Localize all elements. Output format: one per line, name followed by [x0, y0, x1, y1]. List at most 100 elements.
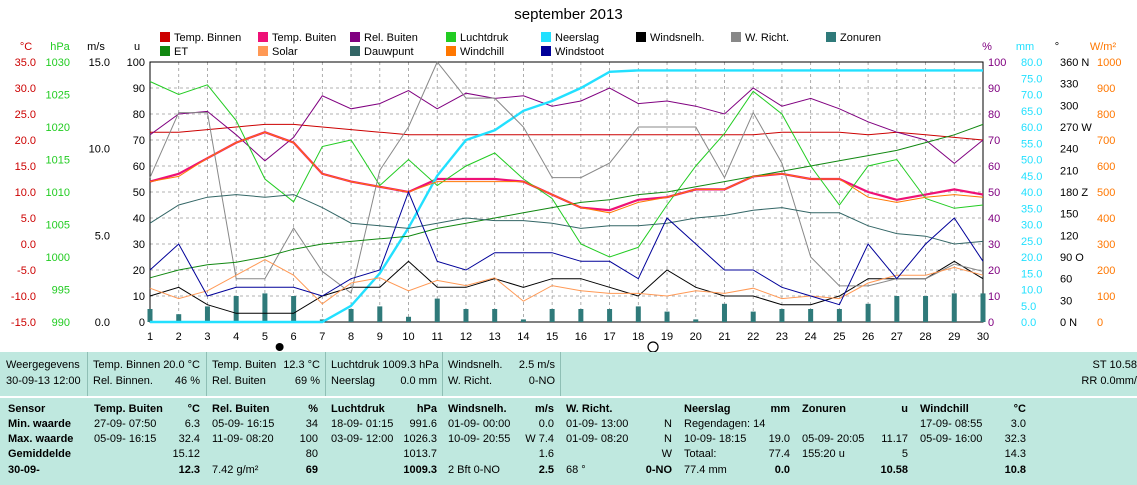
stats-cell-label: 10-09- 18:15: [684, 433, 747, 445]
luchtdruk-status: Luchtdruk 1009.3 hPa: [331, 359, 439, 371]
stats-cell-label: 17-09- 08:55: [920, 418, 983, 430]
tick-pressure: 1015: [46, 155, 70, 167]
neerslag-label: Neerslag: [331, 375, 376, 387]
zonuren-bar: [291, 296, 297, 322]
stats-cell-value: 0.0: [774, 464, 790, 476]
legend-item-windstoot: Windstoot: [541, 46, 604, 58]
stats-cell-value: 14.3: [1004, 448, 1026, 460]
legend-label: Windstoot: [555, 46, 604, 58]
stats-cell-value: 991.6: [409, 418, 437, 430]
tick-temp: -5.0: [17, 265, 36, 277]
full-moon-icon: [647, 341, 659, 352]
series-line-temp-binnen: [150, 123, 984, 141]
stats-col-unit: u: [901, 403, 908, 415]
tick-humidity: 10: [988, 291, 1000, 303]
tick-solar: 600: [1097, 161, 1115, 173]
zonuren-bar: [406, 316, 412, 322]
unit-rain: mm: [1016, 41, 1034, 53]
tick-zon: 30: [133, 239, 145, 251]
tick-zon: 10: [133, 291, 145, 303]
legend-item-et: ET: [160, 46, 188, 58]
tick-zon: 70: [133, 135, 145, 147]
tick-rain: 5.0: [1021, 301, 1036, 313]
zonuren-bar: [147, 309, 153, 322]
rr-value: RR 0.0mm/: [1081, 375, 1137, 387]
stats-cell-value: 100: [299, 433, 318, 445]
legend-label: W. Richt.: [745, 32, 790, 44]
zonuren-bar: [951, 293, 957, 322]
tick-rain: 60.0: [1021, 122, 1042, 134]
zonuren-bar: [463, 309, 469, 322]
x-tick-label: 6: [291, 331, 297, 343]
tick-humidity: 30: [988, 239, 1000, 251]
series-line-w-richt: [149, 61, 984, 294]
stats-cell-label: 77.4 mm: [684, 464, 727, 476]
rel-buiten-value: 69 %: [294, 375, 320, 387]
stats-cell-label: 01-09- 08:20: [566, 433, 629, 445]
tick-direction: 330: [1060, 79, 1078, 91]
stats-col-title: Neerslag: [684, 403, 731, 415]
zonuren-bar: [549, 309, 555, 322]
temp-buiten-label: Temp. Buiten: [212, 359, 277, 371]
tick-humidity: 90: [988, 83, 1000, 95]
x-tick-label: 1: [147, 331, 153, 343]
tick-temp: 30.0: [15, 83, 36, 95]
tick-pressure: 1020: [46, 122, 70, 134]
tick-solar: 900: [1097, 83, 1115, 95]
stats-cell-value: 34: [305, 418, 318, 430]
unit-direction: °: [1055, 41, 1059, 53]
x-tick-label: 9: [377, 331, 383, 343]
tick-pressure: 1025: [46, 90, 70, 102]
series-line-windstoot: [149, 190, 984, 306]
stats-panel: [0, 398, 1137, 485]
unit-humidity: %: [982, 41, 992, 53]
windsnelh-label: Windsnelh.: [448, 359, 503, 371]
stats-col-title: Windsnelh.: [448, 403, 507, 415]
legend-swatch: [350, 32, 360, 42]
tick-direction: 180 Z: [1060, 187, 1088, 199]
zonuren-bar: [434, 298, 440, 322]
stats-cell-value: W: [661, 448, 672, 460]
x-tick-label: 28: [919, 331, 931, 343]
stats-cell-label: 68 °: [566, 464, 586, 476]
stats-cell-label: 05-09- 16:15: [212, 418, 275, 430]
tick-temp: 5.0: [21, 213, 36, 225]
tick-wind: 5.0: [95, 230, 110, 242]
temp-buiten-value: 12.3 °C: [283, 359, 320, 371]
stats-col-unit: °C: [187, 403, 200, 415]
stats-cell-value: 10.8: [1004, 464, 1026, 476]
tick-rain: 45.0: [1021, 171, 1042, 183]
tick-temp: -15.0: [11, 317, 36, 329]
windsnelh-value: 2.5 m/s: [518, 359, 555, 371]
tick-zon: 90: [133, 83, 145, 95]
stats-cell-value: 15.12: [172, 448, 200, 460]
stats-cell-label: Regendagen: 14: [684, 418, 766, 430]
zonuren-bar: [520, 319, 526, 322]
tick-zon: 80: [133, 109, 145, 121]
tick-direction: 120: [1060, 230, 1078, 242]
stats-col-title: Zonuren: [802, 403, 846, 415]
x-tick-label: 5: [262, 331, 268, 343]
tick-wind: 0.0: [95, 317, 110, 329]
tick-humidity: 0: [988, 317, 994, 329]
stats-cell-label: 155:20 u: [802, 448, 845, 460]
tick-solar: 0: [1097, 317, 1103, 329]
stats-cell-value: 69: [305, 464, 318, 476]
datetime: 30-09-13 12:00: [6, 375, 81, 387]
tick-direction: 60: [1060, 274, 1072, 286]
stats-cell-value: 1.6: [538, 448, 554, 460]
x-tick-label: 29: [948, 331, 960, 343]
stats-cell-value: 1013.7: [403, 448, 437, 460]
stats-cell-value: 10.58: [880, 464, 908, 476]
tick-rain: 40.0: [1021, 187, 1042, 199]
new-moon-icon: [275, 343, 284, 351]
zonuren-bar: [578, 309, 584, 322]
stats-row-label: Sensor: [8, 403, 46, 415]
tick-zon: 100: [127, 57, 145, 69]
weergegevens-label: Weergegevens: [6, 359, 80, 371]
x-tick-label: 4: [233, 331, 239, 343]
wrich-label: W. Richt.: [448, 375, 493, 387]
zonuren-bar: [693, 319, 699, 322]
tick-humidity: 80: [988, 109, 1000, 121]
series-line-rel-buiten: [149, 87, 984, 165]
